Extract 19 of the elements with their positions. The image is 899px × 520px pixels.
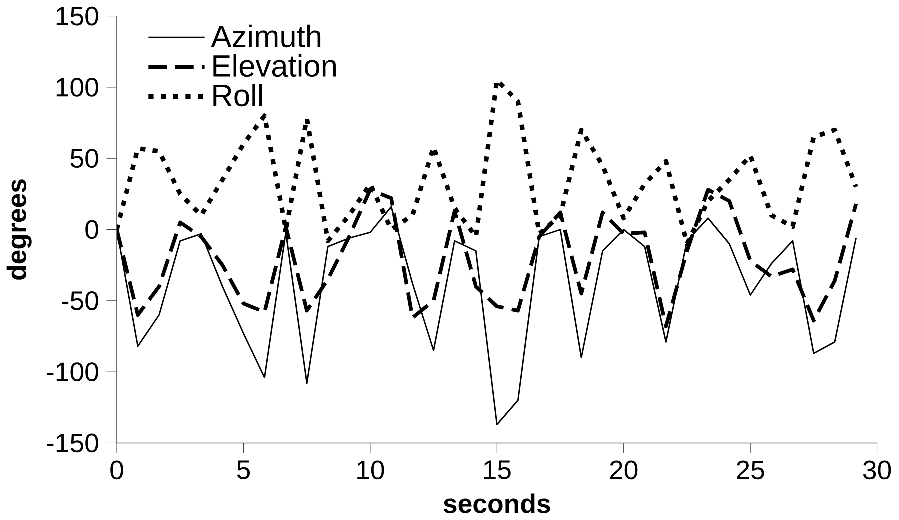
x-axis-title: seconds [444,494,550,514]
x-tick-label: 30 [863,460,892,480]
legend-label: Roll [214,84,262,107]
x-tick-label: 10 [358,460,384,480]
y-tick-label: -100 [47,362,98,382]
y-axis-title: degrees [6,180,32,280]
x-tick-label: 5 [237,460,250,480]
y-tick-label: 100 [56,78,98,97]
x-tick-label: 20 [610,460,638,480]
y-tick-label: -150 [47,434,98,453]
legend-label: Elevation [214,54,336,77]
y-tick-label: 50 [70,149,98,168]
y-tick-label: 150 [56,6,98,26]
x-tick-label: 25 [737,460,764,480]
y-tick-label: -50 [62,291,98,310]
y-tick-label: 0 [86,220,98,240]
x-tick-label: 15 [484,460,511,480]
x-tick-label: 0 [110,460,124,480]
legend-label: Azimuth [211,24,321,48]
